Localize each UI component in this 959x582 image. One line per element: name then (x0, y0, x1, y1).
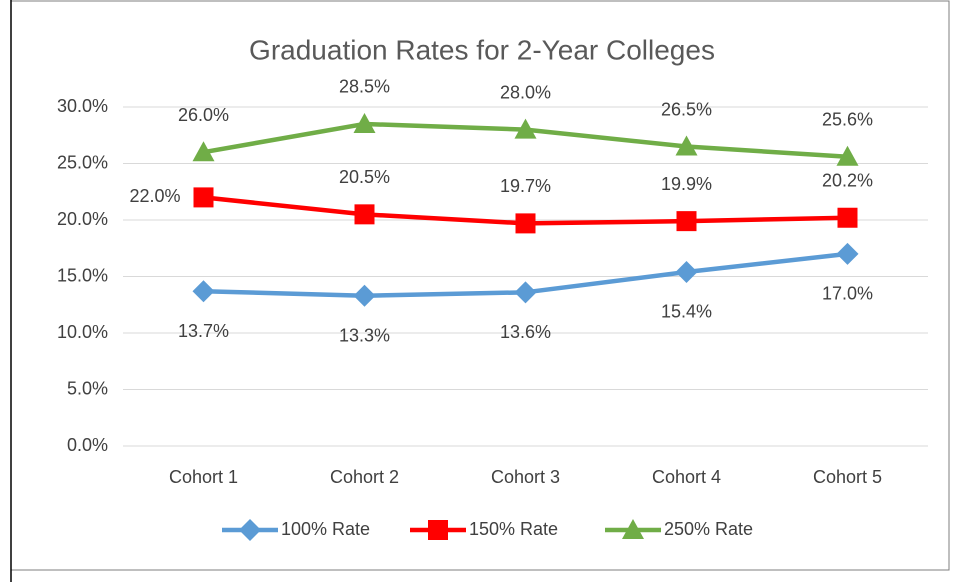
data-label: 15.4% (661, 302, 712, 322)
data-point (192, 141, 215, 162)
data-point (353, 284, 376, 307)
legend-marker (239, 519, 261, 541)
chart-title: Graduation Rates for 2-Year Colleges (249, 34, 715, 65)
data-label: 17.0% (822, 284, 873, 304)
legend-label: 100% Rate (281, 519, 370, 539)
data-point (354, 204, 375, 225)
data-point (514, 118, 537, 139)
data-point (193, 187, 214, 208)
data-label: 28.5% (339, 77, 390, 97)
data-label: 22.0% (129, 186, 180, 206)
legend-label: 150% Rate (469, 519, 558, 539)
data-label: 19.9% (661, 174, 712, 194)
data-point (192, 280, 215, 303)
y-tick-label: 20.0% (57, 209, 108, 229)
x-tick-label: Cohort 2 (330, 467, 399, 487)
x-tick-label: Cohort 4 (652, 467, 721, 487)
y-tick-label: 0.0% (67, 435, 108, 455)
data-label: 13.7% (178, 321, 229, 341)
legend-marker (622, 519, 644, 539)
data-point (836, 242, 859, 265)
data-label: 26.5% (661, 99, 712, 119)
x-tick-label: Cohort 3 (491, 467, 560, 487)
data-point (676, 211, 697, 232)
data-label: 28.0% (500, 82, 551, 102)
data-label: 20.2% (822, 170, 873, 190)
y-tick-label: 30.0% (57, 96, 108, 116)
data-point (675, 135, 698, 156)
data-label: 13.6% (500, 322, 551, 342)
y-tick-label: 25.0% (57, 152, 108, 172)
y-tick-label: 15.0% (57, 265, 108, 285)
y-tick-label: 5.0% (67, 378, 108, 398)
data-label: 26.0% (178, 105, 229, 125)
y-tick-label: 10.0% (57, 322, 108, 342)
data-point (353, 112, 376, 133)
data-point (675, 260, 698, 283)
data-label: 25.6% (822, 109, 873, 129)
x-tick-label: Cohort 5 (813, 467, 882, 487)
data-point (836, 145, 859, 166)
x-tick-label: Cohort 1 (169, 467, 238, 487)
data-point (837, 207, 858, 228)
data-label: 20.5% (339, 167, 390, 187)
legend-marker (428, 520, 448, 540)
data-label: 19.7% (500, 176, 551, 196)
chart-frame (10, 0, 950, 571)
legend-label: 250% Rate (664, 519, 753, 539)
data-point (515, 213, 536, 234)
data-point (514, 281, 537, 304)
data-label: 13.3% (339, 325, 390, 345)
